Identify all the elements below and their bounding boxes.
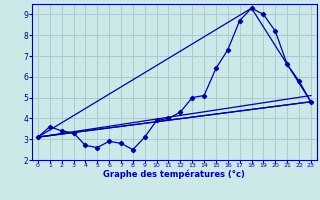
X-axis label: Graphe des températures (°c): Graphe des températures (°c) (103, 170, 245, 179)
